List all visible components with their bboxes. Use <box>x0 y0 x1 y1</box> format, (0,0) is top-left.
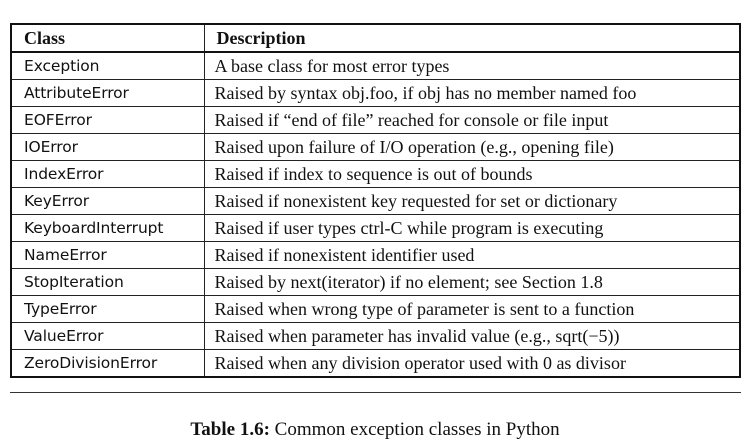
description-cell: Raised by next(iterator) if no element; … <box>203 268 741 296</box>
description-cell: A base class for most error types <box>203 51 741 80</box>
description-cell: Raised if “end of file” reached for cons… <box>203 106 741 134</box>
header-class: Class <box>10 23 205 53</box>
description-cell: Raised if nonexistent key requested for … <box>203 187 741 215</box>
table-caption: Table 1.6: Common exception classes in P… <box>0 419 750 441</box>
class-cell: IOError <box>10 133 205 161</box>
class-cell: IndexError <box>10 160 205 188</box>
table-row: KeyError Raised if nonexistent key reque… <box>10 187 741 215</box>
description-cell: Raised if nonexistent identifier used <box>203 241 741 269</box>
class-cell: EOFError <box>10 106 205 134</box>
class-cell: KeyError <box>10 187 205 215</box>
table-row: KeyboardInterrupt Raised if user types c… <box>10 214 741 242</box>
table-row: IndexError Raised if index to sequence i… <box>10 160 741 188</box>
description-cell: Raised if index to sequence is out of bo… <box>203 160 741 188</box>
table-bottom-rule <box>10 392 741 393</box>
table-row: StopIteration Raised by next(iterator) i… <box>10 268 741 296</box>
description-cell: Raised when any division operator used w… <box>203 349 741 378</box>
table-row: IOError Raised upon failure of I/O opera… <box>10 133 741 161</box>
table-row: EOFError Raised if “end of file” reached… <box>10 106 741 134</box>
table-row: Exception A base class for most error ty… <box>10 51 741 80</box>
table-row: ValueError Raised when parameter has inv… <box>10 322 741 350</box>
exception-classes-table: Class Description Exception A base class… <box>10 23 741 378</box>
class-cell: StopIteration <box>10 268 205 296</box>
class-cell: ZeroDivisionError <box>10 349 205 378</box>
class-cell: Exception <box>10 51 205 80</box>
caption-text: Common exception classes in Python <box>269 419 560 440</box>
description-cell: Raised by syntax obj.foo, if obj has no … <box>203 79 741 107</box>
description-cell: Raised when wrong type of parameter is s… <box>203 295 741 323</box>
caption-label: Table 1.6: <box>190 419 270 440</box>
header-description: Description <box>203 23 741 53</box>
class-cell: KeyboardInterrupt <box>10 214 205 242</box>
class-cell: NameError <box>10 241 205 269</box>
description-cell: Raised when parameter has invalid value … <box>203 322 741 350</box>
table-header-row: Class Description <box>10 23 741 53</box>
exception-table-container: Class Description Exception A base class… <box>10 23 741 378</box>
table-row: ZeroDivisionError Raised when any divisi… <box>10 349 741 378</box>
class-cell: AttributeError <box>10 79 205 107</box>
table-row: NameError Raised if nonexistent identifi… <box>10 241 741 269</box>
class-cell: TypeError <box>10 295 205 323</box>
class-cell: ValueError <box>10 322 205 350</box>
description-cell: Raised if user types ctrl-C while progra… <box>203 214 741 242</box>
description-cell: Raised upon failure of I/O operation (e.… <box>203 133 741 161</box>
table-row: TypeError Raised when wrong type of para… <box>10 295 741 323</box>
table-row: AttributeError Raised by syntax obj.foo,… <box>10 79 741 107</box>
